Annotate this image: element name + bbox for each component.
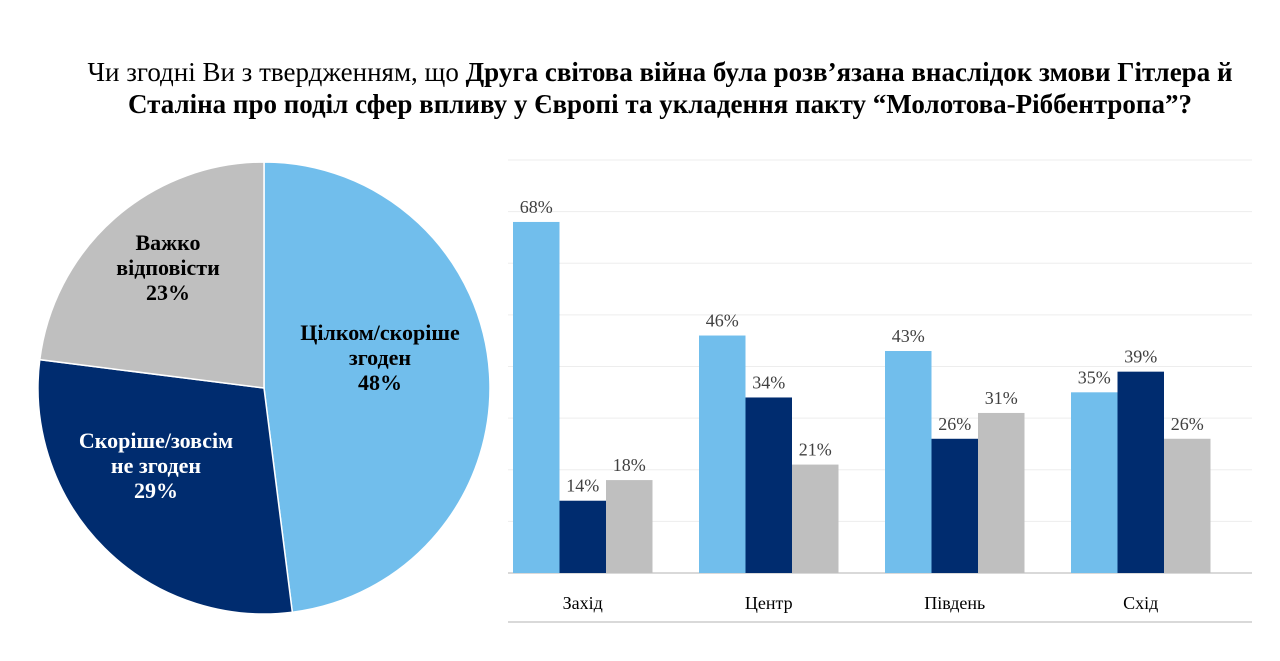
x-tick-label: Південь <box>924 593 985 613</box>
bar-value-label: 34% <box>752 372 785 392</box>
pie-slice <box>263 161 491 614</box>
pie-value-label: 29% <box>134 478 178 503</box>
bar <box>559 500 606 573</box>
bar-value-label: 68% <box>520 197 553 217</box>
bar-value-label: 26% <box>1171 414 1204 434</box>
bar-value-label: 35% <box>1078 367 1111 387</box>
bar <box>931 438 978 573</box>
bar <box>606 480 653 573</box>
chart-title: Чи згодні Ви з твердженням, що Друга сві… <box>60 56 1260 120</box>
bar <box>745 397 792 573</box>
bar-value-label: 14% <box>566 476 599 496</box>
bar <box>1071 392 1118 573</box>
bar-value-label: 18% <box>613 455 646 475</box>
pie-slice <box>38 161 265 389</box>
bar <box>1164 438 1211 573</box>
bar-value-label: 26% <box>938 414 971 434</box>
bar <box>978 412 1025 573</box>
pie-slice-label: згоден <box>349 345 412 370</box>
pie-value-label: 48% <box>358 370 402 395</box>
title-bold: Друга світова війна була розв’язана внас… <box>127 57 1233 119</box>
pie-slice <box>37 358 294 615</box>
x-tick-label: Захід <box>563 593 603 613</box>
bar-value-label: 46% <box>706 311 739 331</box>
bar <box>792 464 839 573</box>
bar <box>513 221 560 573</box>
pie-slice-label: відповісти <box>116 255 220 280</box>
bar-value-label: 39% <box>1124 347 1157 367</box>
pie-slice-label: Важко <box>135 230 200 255</box>
bar-value-label: 43% <box>892 326 925 346</box>
pie-value-label: 23% <box>146 280 190 305</box>
bar-value-label: 21% <box>799 440 832 460</box>
bar <box>699 335 746 573</box>
bar <box>885 351 932 573</box>
x-tick-label: Центр <box>745 593 793 613</box>
bar <box>1117 371 1164 573</box>
pie-slice-label: Скоріше/зовсім <box>79 428 233 453</box>
pie-slice-label: Цілком/скоріше <box>300 320 460 345</box>
title-prefix: Чи згодні Ви з твердженням, що <box>87 57 466 87</box>
pie-slice-label: не згоден <box>111 453 201 478</box>
bar-value-label: 31% <box>985 388 1018 408</box>
x-tick-label: Схід <box>1123 593 1158 613</box>
